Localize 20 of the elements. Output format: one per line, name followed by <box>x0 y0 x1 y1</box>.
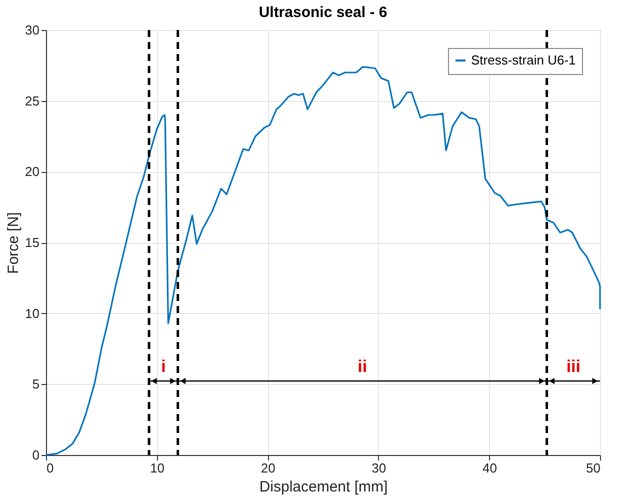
y-tick-label: 0 <box>32 448 40 462</box>
chart-title: Ultrasonic seal - 6 <box>258 4 388 21</box>
y-tick-label: 10 <box>25 306 40 321</box>
legend-label: Stress-strain U6-1 <box>471 52 576 68</box>
x-axis-title: Displacement [mm] <box>259 478 388 496</box>
y-tick-label: 5 <box>32 376 40 392</box>
x-tick-label: 30 <box>372 460 386 476</box>
y-tick-label: 30 <box>25 22 40 38</box>
annotation: iii <box>566 357 580 376</box>
x-tick-label: 40 <box>482 460 497 476</box>
y-tick-label: 20 <box>25 164 40 180</box>
x-tick-label: 50 <box>586 460 600 476</box>
annotation: ii <box>358 357 368 376</box>
y-tick-label: 15 <box>25 235 40 250</box>
x-tick-label: 0 <box>46 460 54 476</box>
y-tick-label: 25 <box>25 93 40 108</box>
annotation: i <box>161 357 166 376</box>
y-axis-title: Force [N] <box>5 212 22 274</box>
x-tick-label: 20 <box>260 460 276 476</box>
x-tick-label: 10 <box>150 460 165 476</box>
